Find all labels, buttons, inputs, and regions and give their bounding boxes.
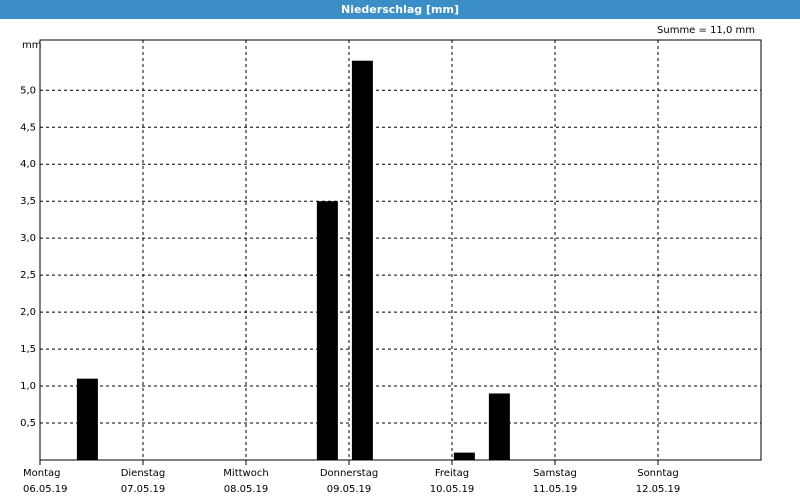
- x-tick-label: Montag: [23, 468, 60, 479]
- sum-annotation: Summe = 11,0 mm: [657, 25, 755, 36]
- x-tick-label: Dienstag: [121, 468, 166, 479]
- y-tick-label: 4,0: [20, 159, 36, 170]
- x-tick-date: 10.05.19: [430, 484, 475, 495]
- y-axis-label: mm: [22, 40, 41, 51]
- y-tick-label: 3,0: [20, 233, 36, 244]
- x-tick-date: 12.05.19: [636, 484, 681, 495]
- x-tick-label: Sonntag: [637, 468, 679, 479]
- bar: [453, 452, 475, 460]
- x-tick-date: 07.05.19: [121, 484, 166, 495]
- x-tick-date: 08.05.19: [224, 484, 269, 495]
- x-tick-date: 06.05.19: [23, 484, 68, 495]
- title-bar: Niederschlag [mm]: [0, 0, 800, 19]
- y-tick-label: 1,5: [20, 344, 36, 355]
- x-tick-label: Freitag: [435, 468, 469, 479]
- bar: [351, 60, 373, 460]
- y-tick-label: 0,5: [20, 418, 36, 429]
- bar: [76, 378, 98, 460]
- x-tick-label: Samstag: [533, 468, 577, 479]
- y-tick-label: 2,5: [20, 270, 36, 281]
- y-tick-label: 4,5: [20, 122, 36, 133]
- y-tick-label: 5,0: [20, 85, 36, 96]
- x-tick-label: Donnerstag: [320, 468, 378, 479]
- x-tick-date: 09.05.19: [327, 484, 372, 495]
- x-tick-date: 11.05.19: [533, 484, 578, 495]
- chart: Summe = 11,0 mm mm 0,5 1,0 1,5 2,0 2,5 3,0 3,5…: [20, 25, 762, 495]
- x-tick-label: Mittwoch: [223, 468, 268, 479]
- y-tick-label: 2,0: [20, 307, 36, 318]
- y-tick-label: 1,0: [20, 381, 36, 392]
- bar: [316, 201, 338, 460]
- y-tick-label: 3,5: [20, 196, 36, 207]
- plot-frame: [39, 39, 762, 461]
- bar: [488, 393, 510, 460]
